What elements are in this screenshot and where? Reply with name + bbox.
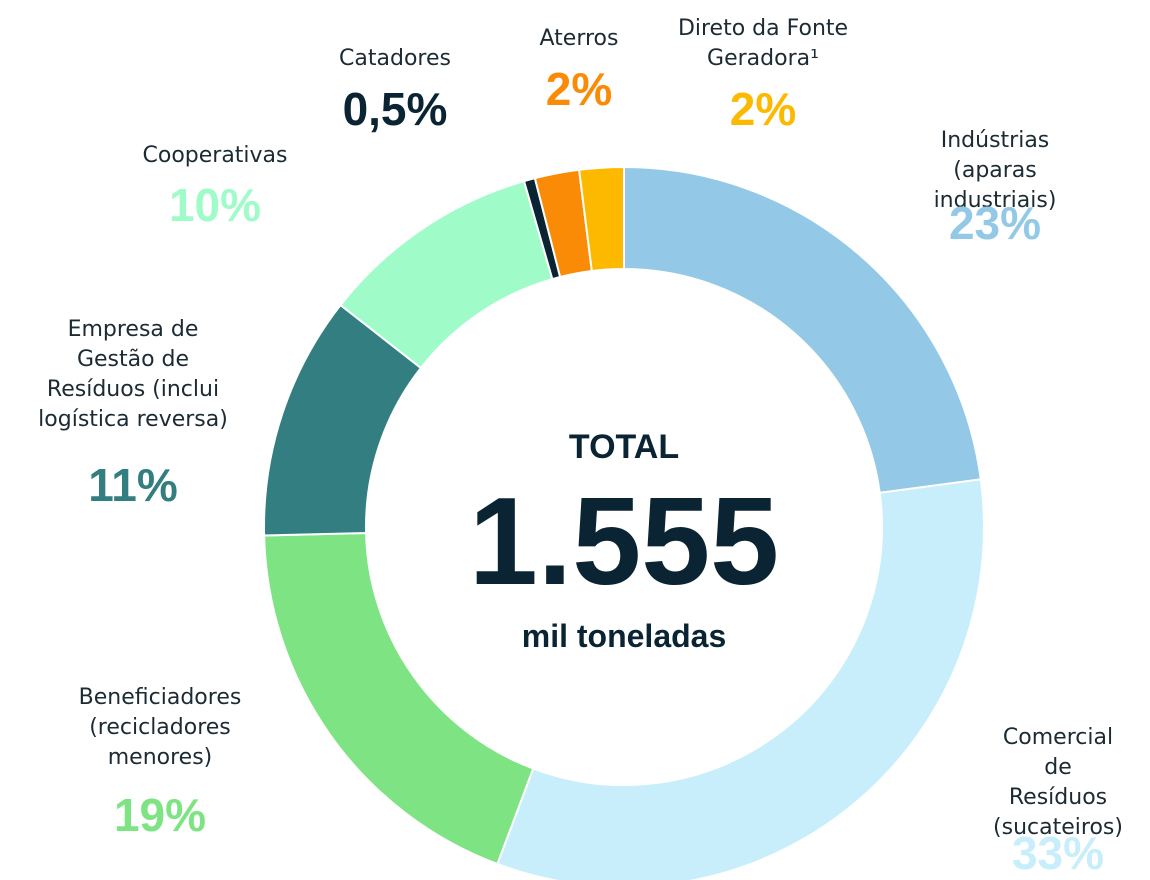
value-label: 23% — [948, 197, 1042, 249]
donut-segment — [496, 478, 985, 880]
segment-label: Catadores — [339, 46, 451, 71]
donut-segment — [623, 165, 982, 494]
value-label: 0,5% — [342, 83, 448, 135]
center-value: 1.555 — [468, 473, 780, 611]
center-label: TOTAL — [568, 428, 680, 466]
segment-label: Indústrias (aparas industriais) — [933, 128, 1057, 213]
value-label: 2% — [729, 83, 797, 135]
segment-label: Comercial de Resíduos (sucateiros) — [993, 725, 1123, 840]
value-label: 33% — [1011, 827, 1105, 879]
segment-label: Empresa de Gestão de Resíduos (inclui lo… — [38, 317, 228, 432]
segment-label: Aterros — [539, 26, 619, 51]
donut-segment — [577, 165, 625, 273]
value-label: 2% — [545, 63, 613, 115]
segment-label: Cooperativas — [142, 143, 288, 168]
value-label: 11% — [88, 459, 178, 511]
value-label: 10% — [168, 179, 262, 231]
center-unit: mil toneladas — [521, 618, 727, 654]
donut-segment — [263, 532, 535, 866]
value-label: 19% — [113, 789, 207, 841]
segment-label: Direto da Fonte Geradora¹ — [677, 16, 849, 71]
segment-label: Beneficiadores (recicladores menores) — [78, 685, 242, 770]
